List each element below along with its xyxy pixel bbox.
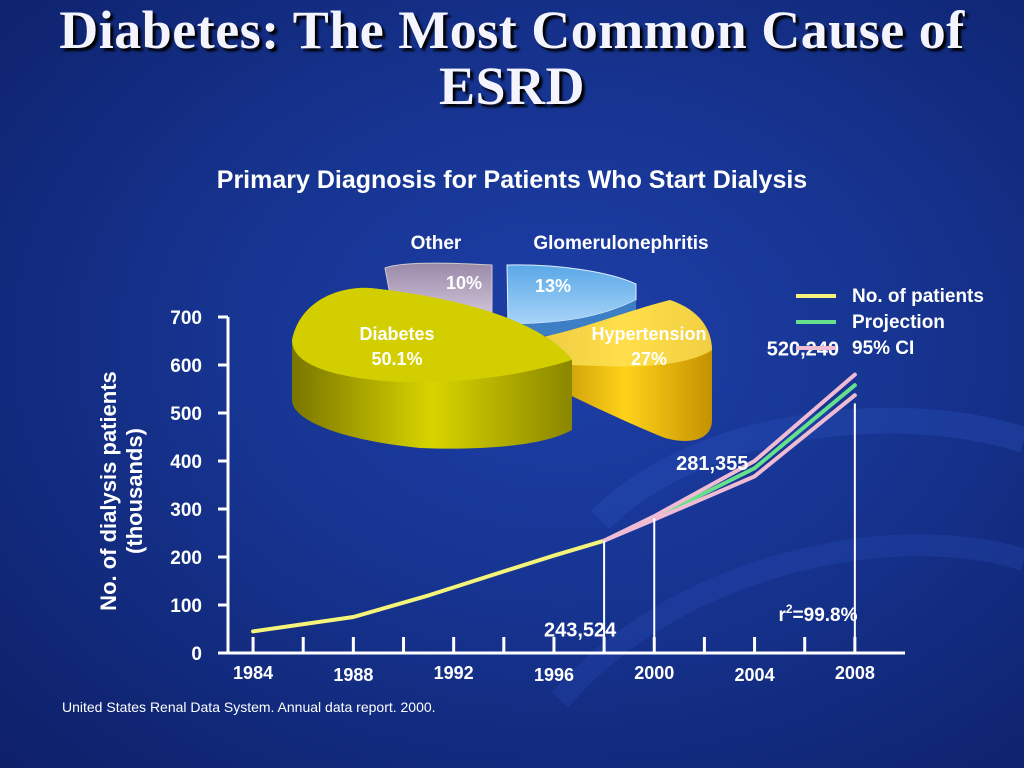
annotation-label: 243,524: [544, 620, 617, 642]
annotation-label: 281,355: [676, 453, 748, 475]
chart-title: Primary Diagnosis for Patients Who Start…: [216, 166, 808, 194]
y-tick-label: 600: [170, 356, 202, 377]
x-tick-label: 2008: [835, 663, 875, 683]
pie-label-other: Other: [411, 233, 462, 254]
pie-chart: [292, 262, 712, 449]
y-tick-label: 100: [170, 596, 202, 617]
pie-value-diabetes: 50.1%: [371, 349, 422, 369]
y-axis-title: No. of dialysis patients (thousands): [96, 371, 147, 611]
y-tick-label: 200: [170, 548, 202, 569]
x-tick-label: 2000: [634, 663, 674, 683]
x-tick-label: 1996: [534, 665, 574, 685]
r-squared-superscript: 2: [786, 602, 793, 616]
slide-title: Diabetes: The Most Common Cause of ESRD: [0, 2, 1024, 114]
series-line-3: [602, 393, 857, 543]
legend-label: No. of patients: [852, 286, 984, 307]
x-tick-label: 1988: [333, 665, 373, 685]
legend-label: 95% CI: [852, 338, 914, 359]
chart-legend: No. of patients Projection 95% CI: [796, 286, 984, 359]
x-tick-label: 1984: [233, 663, 273, 683]
pie-label-diabetes: Diabetes: [359, 324, 434, 344]
r-squared-value: =99.8%: [793, 605, 858, 626]
source-citation: United States Renal Data System. Annual …: [62, 699, 436, 715]
pie-value-glomerulonephritis: 13%: [535, 276, 571, 296]
legend-label: Projection: [852, 312, 945, 333]
pie-value-hypertension: 27%: [631, 349, 667, 369]
line-chart-axes: 0 100 200 300 400 500 600 700 1984 1988 1992 1996 20…: [170, 308, 905, 685]
line-chart-series: [251, 372, 857, 634]
pie-label-hypertension: Hypertension: [591, 324, 706, 344]
x-tick-label: 2004: [735, 665, 775, 685]
r-squared-label: r2=99.8%: [778, 602, 857, 626]
slide-title-text: Diabetes: The Most Common Cause of ESRD: [59, 0, 965, 116]
pie-value-other: 10%: [446, 273, 482, 293]
pie-label-glomerulonephritis: Glomerulonephritis: [533, 233, 708, 254]
y-tick-label: 500: [170, 404, 202, 425]
r-squared-prefix: r: [778, 605, 786, 626]
y-tick-label: 700: [170, 308, 202, 329]
x-tick-label: 1992: [434, 663, 474, 683]
y-tick-label: 0: [191, 644, 202, 665]
y-tick-label: 400: [170, 452, 202, 473]
y-tick-label: 300: [170, 500, 202, 521]
series-line-0: [251, 538, 607, 634]
